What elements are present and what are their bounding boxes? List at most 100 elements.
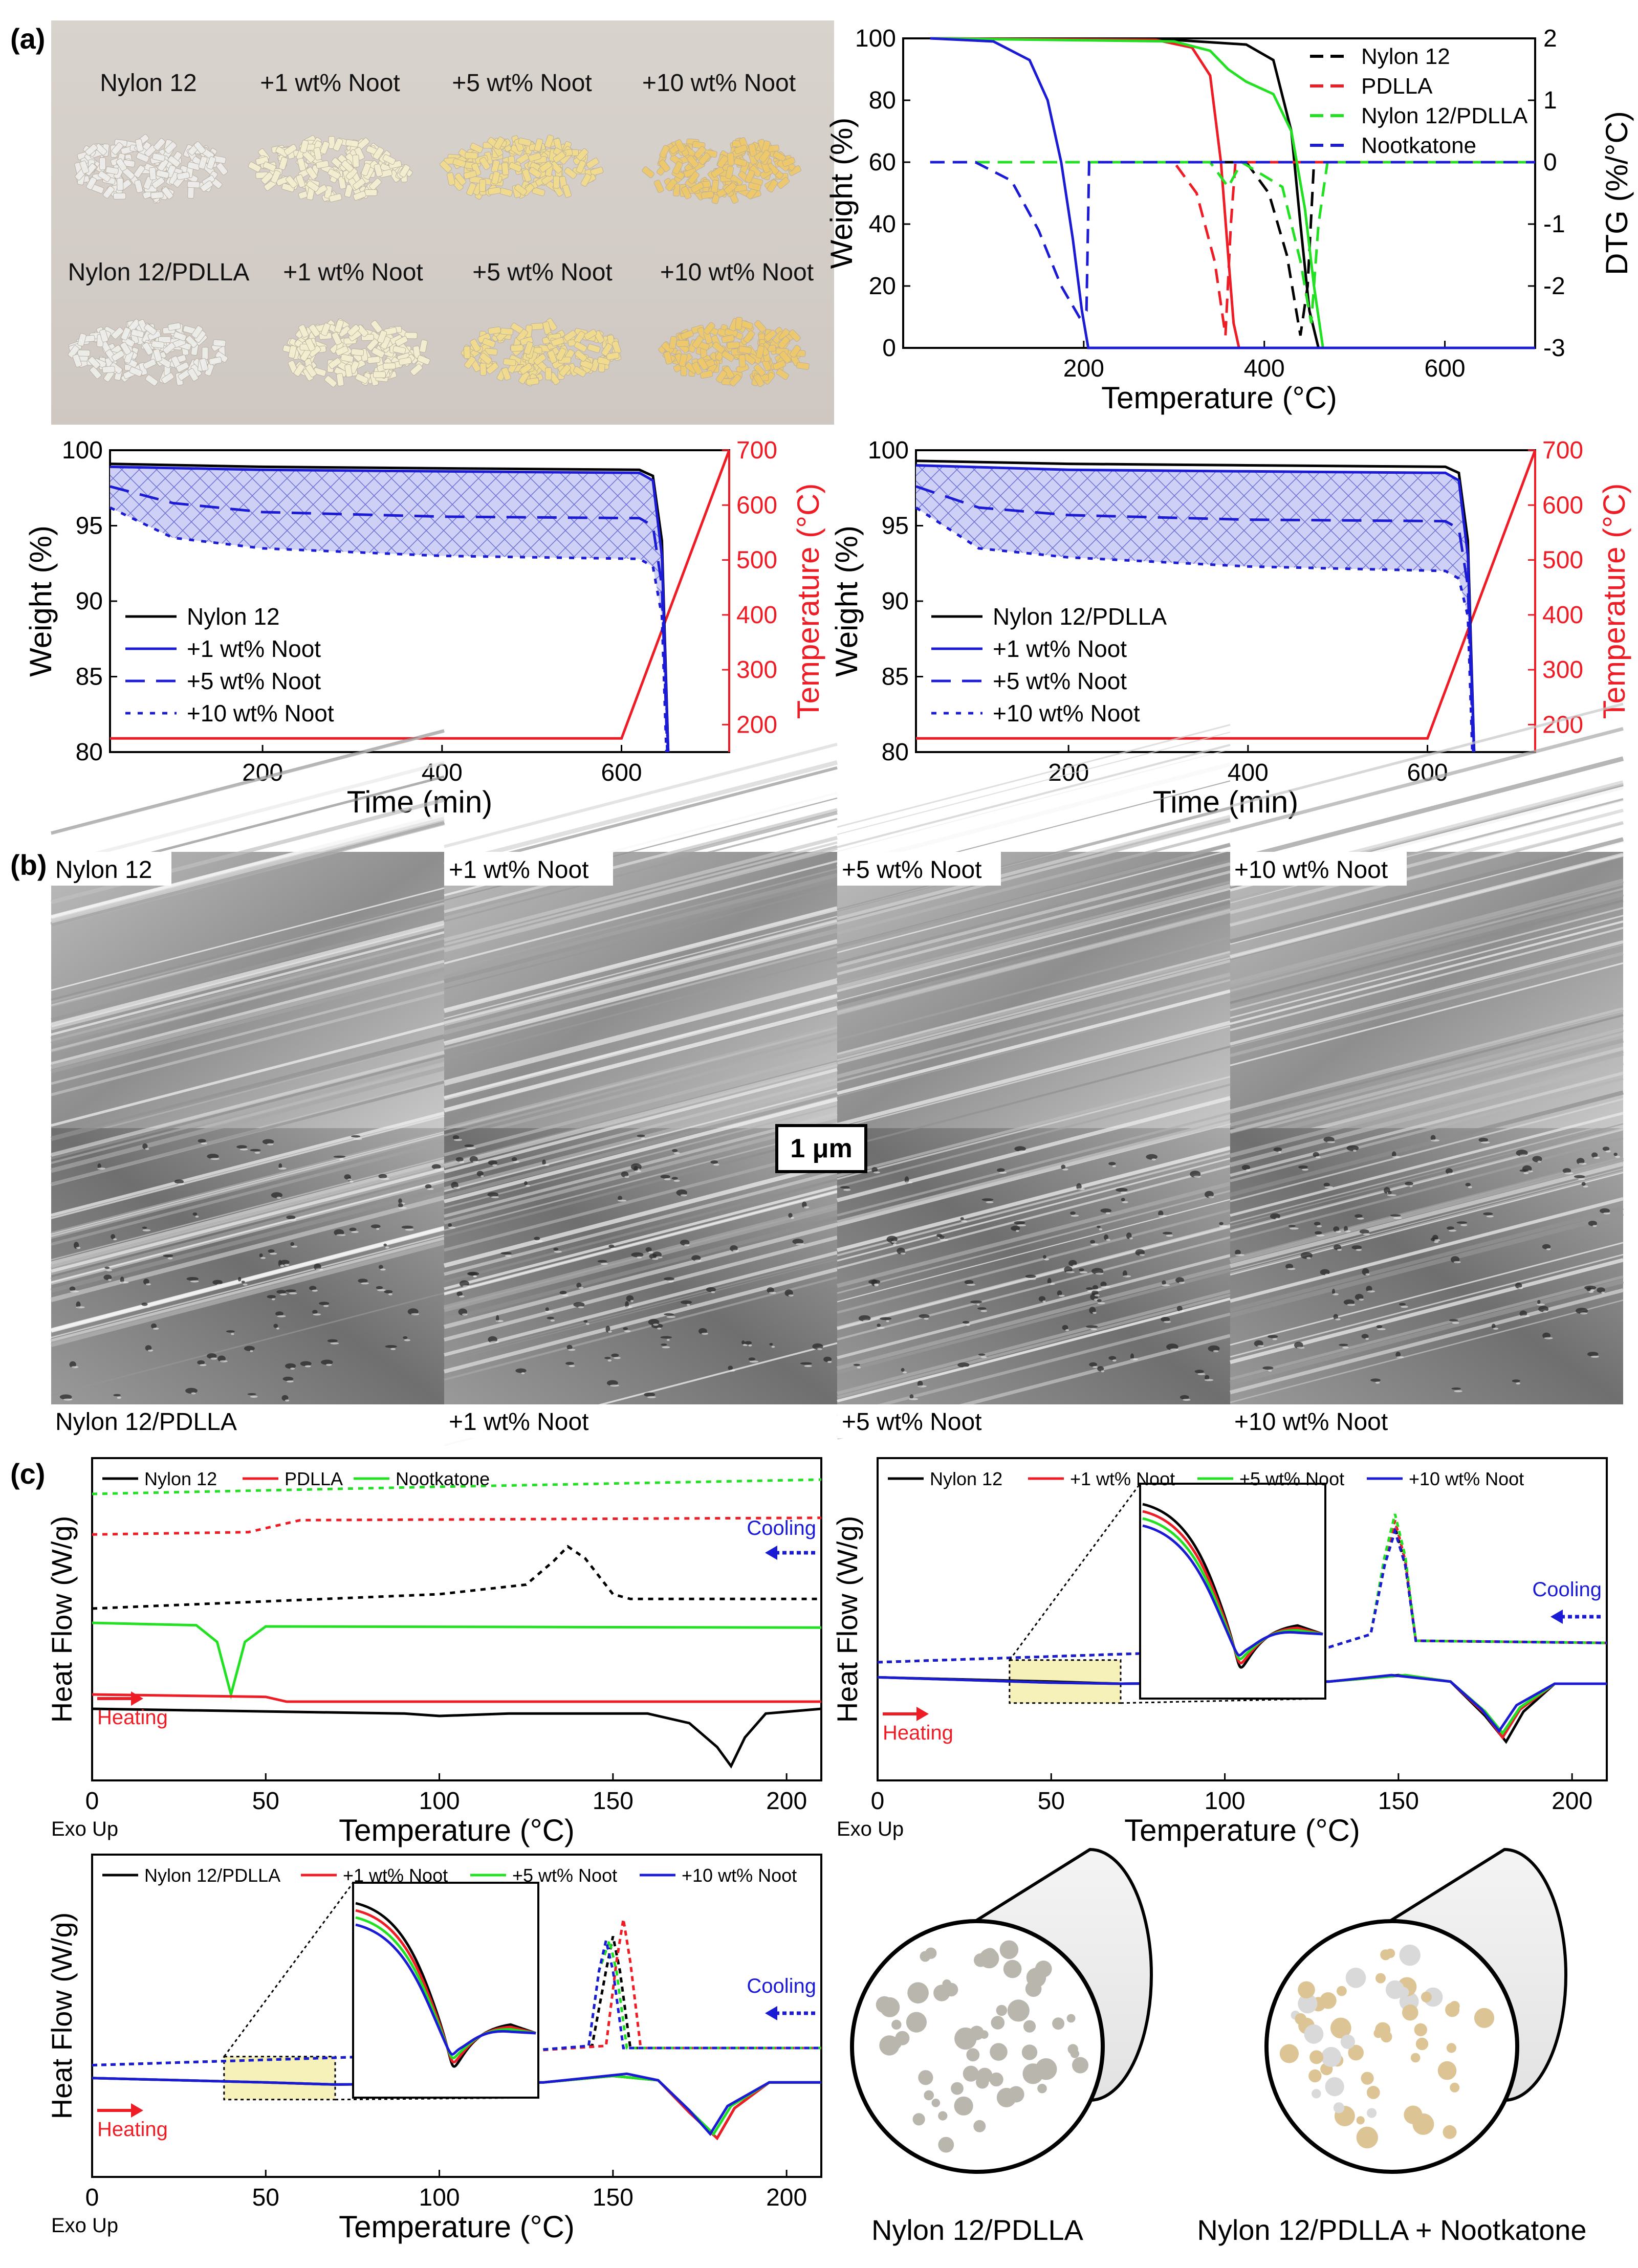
sem-pore [1515, 1282, 1522, 1289]
pellet [347, 324, 360, 337]
pellet [338, 325, 351, 337]
sem-highlight [1316, 1234, 1325, 1237]
sem-highlight [1333, 1293, 1339, 1295]
sem-highlight [145, 1148, 149, 1150]
sem-pore [452, 1135, 460, 1140]
sem-pore [978, 1353, 986, 1356]
sem-highlight [289, 1219, 297, 1221]
pellet [164, 141, 177, 154]
sem-pore [1116, 1187, 1128, 1192]
sem-label-box [444, 1404, 613, 1438]
sem-streak [1229, 1038, 1624, 1145]
sem-streak [1230, 1172, 1624, 1276]
sem-streak [837, 820, 1231, 925]
sem-streak [50, 962, 445, 1069]
sem-highlight [1352, 1150, 1357, 1152]
plot-frame [91, 1457, 822, 1781]
dispersed-droplet [1067, 2044, 1078, 2055]
sem-highlight [713, 1163, 719, 1166]
heat-flow-line [92, 1621, 822, 1700]
dispersed-droplet [1356, 2116, 1365, 2125]
sem-pore [358, 1279, 368, 1283]
pellet [711, 166, 724, 178]
sem-pore [576, 1283, 582, 1288]
sem-highlight [1434, 1239, 1440, 1242]
sem-pore [566, 1345, 573, 1350]
sem-highlight [666, 1316, 675, 1318]
y-tick-label: 80 [76, 739, 103, 766]
sem-highlight [1272, 1338, 1277, 1340]
sem-pore [378, 1265, 383, 1269]
sem-grid [50, 702, 1624, 1446]
sem-highlight [1347, 1304, 1356, 1306]
sem-label-box [1230, 1404, 1407, 1438]
dispersed-droplet [1072, 2057, 1088, 2074]
sem-pore [909, 1394, 914, 1399]
pellet [545, 367, 552, 381]
pellet [163, 342, 176, 355]
dispersed-droplet [880, 1997, 900, 2017]
panel-label-b: (b) [10, 849, 47, 881]
pellet [167, 322, 181, 331]
pellet [556, 347, 566, 361]
sem-pore [398, 1198, 402, 1204]
sem-highlight [1431, 1139, 1440, 1142]
pellet [355, 373, 369, 384]
sem-highlight [107, 1279, 112, 1281]
sem-highlight [458, 1295, 465, 1297]
pellet [479, 157, 491, 170]
sem-pore [672, 1149, 678, 1152]
sem-pore [142, 1226, 147, 1229]
sem-streak [444, 1077, 838, 1182]
sem-streak [837, 1075, 1231, 1180]
sem-streak [443, 877, 838, 984]
pellet [248, 162, 261, 172]
pellet [263, 161, 276, 172]
sem-pore [1376, 1325, 1383, 1329]
sem-pore [741, 1340, 745, 1345]
sem-pore [792, 1239, 804, 1245]
sem-streak [444, 1276, 838, 1381]
sem-highlight [210, 1357, 217, 1360]
pellet [773, 150, 786, 162]
pellet [72, 354, 82, 367]
x-tick-label: 400 [1228, 759, 1269, 786]
dispersed-droplet [951, 2082, 964, 2095]
sem-pore [1456, 1221, 1468, 1224]
pellet [528, 167, 542, 179]
sem-highlight [1123, 1275, 1131, 1278]
sem-highlight [1044, 1258, 1050, 1261]
dsc-chart-components: 0 50 100 150 200 Temperature (°C) Heat Flow (W… [46, 1457, 822, 1847]
pellet [338, 176, 346, 189]
x-tick-label: 200 [766, 1788, 807, 1815]
pellet [187, 368, 199, 382]
sem-streak [443, 906, 838, 1013]
sem-streak [837, 1181, 1231, 1288]
sem-highlight [1120, 1191, 1127, 1194]
y-tick-label: 100 [868, 437, 909, 464]
sem-streak [837, 993, 1231, 1097]
sem-pore [1089, 1362, 1098, 1367]
sem-pore [1334, 1244, 1341, 1250]
pellet [697, 357, 709, 371]
sem-highlight [900, 1252, 906, 1255]
pellet [463, 170, 477, 180]
pellet [369, 178, 382, 190]
sem-streak [837, 859, 1231, 966]
sem-highlight [195, 1216, 199, 1218]
sem-pore [800, 1362, 812, 1365]
sem-pore [565, 1361, 574, 1365]
sem-pore [69, 1286, 76, 1291]
sem-streak [837, 862, 1231, 968]
sem-pore [1542, 1332, 1551, 1339]
sem-highlight [905, 1181, 913, 1184]
pellet [482, 338, 496, 348]
sem-streak [837, 1072, 1231, 1178]
sem-pore [476, 1171, 484, 1177]
sem-streak [51, 887, 445, 992]
sem-highlight [790, 1217, 795, 1219]
sem-pore [309, 1286, 317, 1291]
pellet [753, 364, 766, 377]
sem-highlight [1468, 1186, 1473, 1188]
sem-highlight [1615, 1156, 1621, 1158]
